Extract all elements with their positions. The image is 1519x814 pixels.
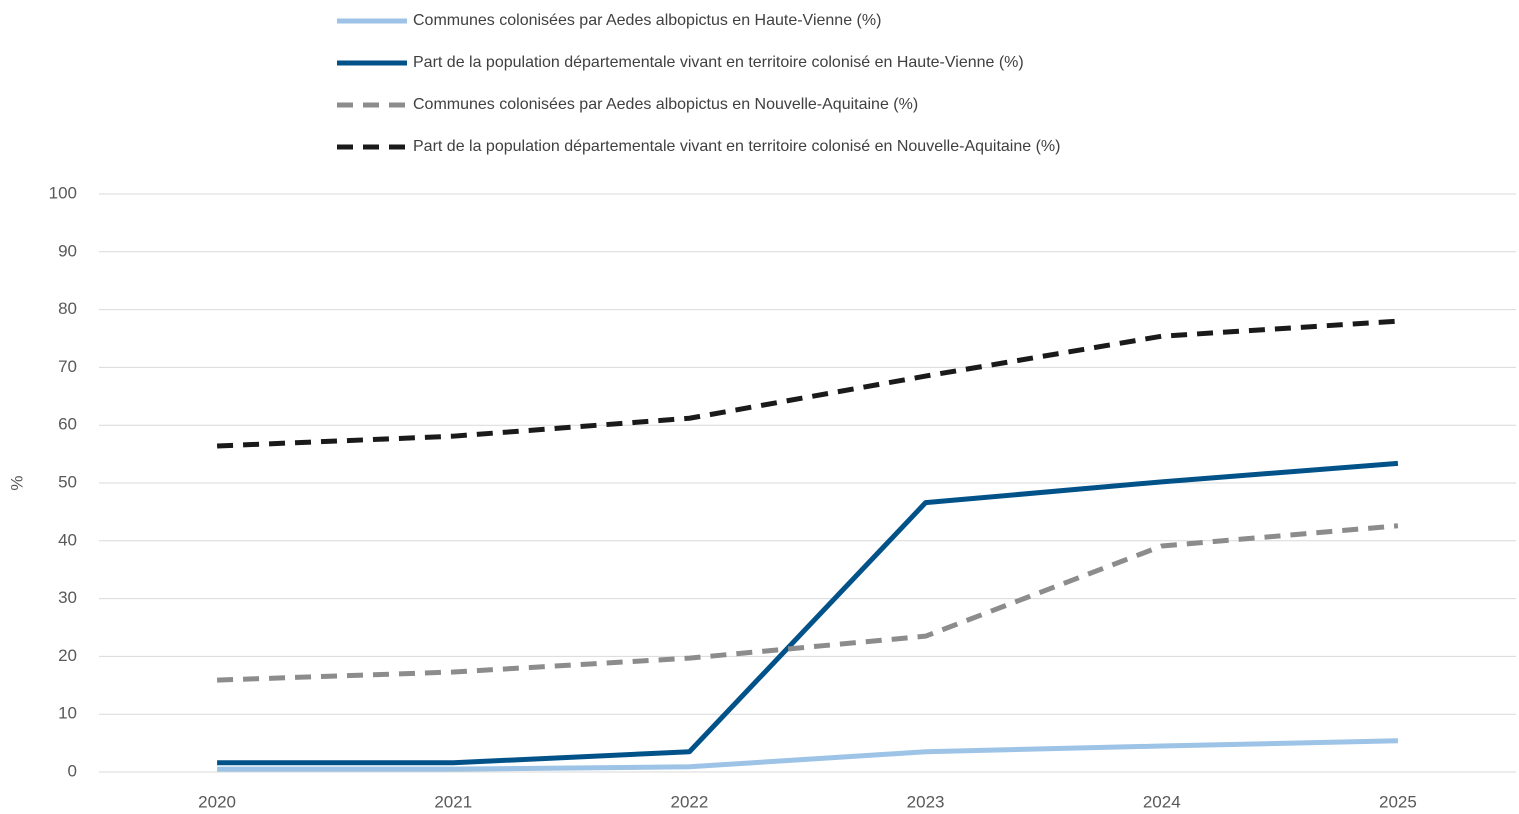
legend-label: Communes colonisées par Aedes albopictus… — [413, 96, 918, 113]
y-axis-label: % — [7, 475, 26, 490]
x-tick-label: 2024 — [1143, 792, 1181, 811]
y-tick-label: 30 — [58, 588, 77, 607]
y-tick-label: 70 — [58, 357, 77, 376]
y-tick-label: 90 — [58, 241, 77, 260]
y-tick-label: 40 — [58, 530, 77, 549]
y-tick-label: 10 — [58, 704, 77, 723]
x-tick-label: 2021 — [434, 792, 472, 811]
series-line — [216, 318, 1399, 449]
y-tick-label: 50 — [58, 472, 77, 491]
y-tick-label: 0 — [68, 761, 77, 780]
y-tick-label: 100 — [49, 183, 77, 202]
series-line — [217, 460, 1399, 766]
legend-label: Part de la population départementale viv… — [413, 54, 1024, 71]
y-tick-label: 80 — [58, 299, 77, 318]
series-line — [217, 738, 1398, 772]
x-tick-label: 2025 — [1379, 792, 1417, 811]
y-tick-label: 20 — [58, 646, 77, 665]
legend-label: Part de la population départementale viv… — [413, 138, 1060, 155]
x-tick-label: 2022 — [671, 792, 709, 811]
x-tick-label: 2020 — [198, 792, 236, 811]
x-tick-label: 2023 — [907, 792, 945, 811]
legend-label: Communes colonisées par Aedes albopictus… — [413, 12, 881, 29]
series-line — [216, 523, 1399, 683]
y-tick-label: 60 — [58, 415, 77, 434]
